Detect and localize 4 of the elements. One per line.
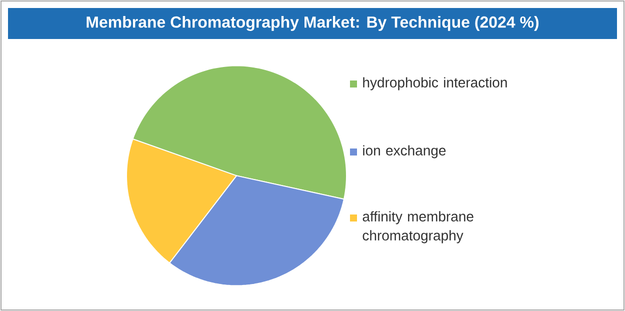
- chart-title: Membrane Chromatography Market: By Technique (2024 %): [86, 16, 539, 31]
- legend-label: ion exchange: [363, 145, 446, 158]
- legend-label: affinity membrane chromatography: [362, 211, 474, 244]
- legend-label: hydrophobic interaction: [363, 77, 507, 90]
